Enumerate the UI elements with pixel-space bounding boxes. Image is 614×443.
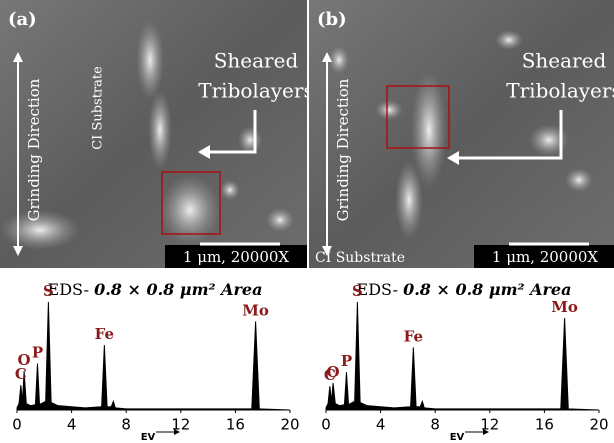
peak-label: Mo — [551, 298, 578, 316]
sem-feature — [148, 90, 172, 170]
sem-feature — [329, 46, 349, 74]
x-tick-label: 4 — [67, 416, 77, 434]
peak-label: O — [327, 363, 340, 381]
sem-feature — [266, 208, 294, 232]
spectrum — [326, 302, 599, 410]
x-tick-label: 8 — [430, 416, 440, 434]
figure: (a) Sheared Tribolayers Grinding Direction C… — [0, 0, 614, 443]
annotation: Sheared — [522, 49, 607, 73]
x-tick-label: 0 — [12, 416, 22, 434]
eds-title-prefix: EDS- — [357, 280, 404, 299]
eds-title-area: 0.8 × 0.8 μm² Area — [94, 280, 262, 299]
x-tick-label: 4 — [376, 416, 386, 434]
sem-feature — [495, 30, 523, 50]
x-axis-label: EV — [141, 432, 156, 443]
panel-label: (a) — [8, 9, 37, 30]
x-tick-label: 16 — [535, 416, 554, 434]
peak-label: Mo — [242, 301, 269, 319]
x-tick-label: 16 — [226, 416, 245, 434]
annotation: Tribolayers — [198, 79, 313, 103]
substrate-label: CI Substrate — [315, 250, 405, 266]
peak-label: P — [32, 344, 43, 362]
sem-feature — [220, 180, 240, 200]
eds-title-prefix: EDS- — [48, 280, 95, 299]
scale-bar-label: 1 μm, 20000X — [183, 248, 290, 266]
sem-feature — [136, 20, 164, 100]
sem-feature — [529, 124, 569, 156]
x-axis-label: EV — [450, 432, 465, 443]
peak-label: S — [43, 282, 54, 300]
sem-feature — [395, 160, 423, 240]
eds-title: EDS- 0.8 × 0.8 μm² Area — [357, 280, 572, 299]
x-tick-label: 0 — [321, 416, 331, 434]
direction-label: Grinding Direction — [334, 78, 352, 221]
direction-label: Grinding Direction — [25, 78, 43, 221]
peak-label: S — [352, 282, 363, 300]
x-tick-label: 20 — [280, 416, 299, 434]
annotation: Tribolayers — [506, 79, 614, 103]
sem-feature — [238, 126, 262, 154]
eds-title-area: 0.8 × 0.8 μm² Area — [403, 280, 571, 299]
eds-title: EDS- 0.8 × 0.8 μm² Area — [48, 280, 263, 299]
scale-bar-label: 1 μm, 20000X — [492, 248, 599, 266]
peak-label: Fe — [404, 327, 423, 345]
peak-label: Fe — [95, 325, 114, 343]
x-tick-label: 20 — [589, 416, 608, 434]
panel-label: (b) — [317, 9, 347, 30]
x-tick-label: 8 — [121, 416, 131, 434]
annotation: Sheared — [214, 49, 299, 73]
substrate-label: CI Substrate — [91, 66, 106, 150]
peak-label: P — [341, 352, 352, 370]
sem-feature — [375, 100, 403, 120]
sem-feature — [565, 168, 593, 192]
sem-image — [309, 0, 614, 268]
peak-label: O — [18, 351, 31, 369]
